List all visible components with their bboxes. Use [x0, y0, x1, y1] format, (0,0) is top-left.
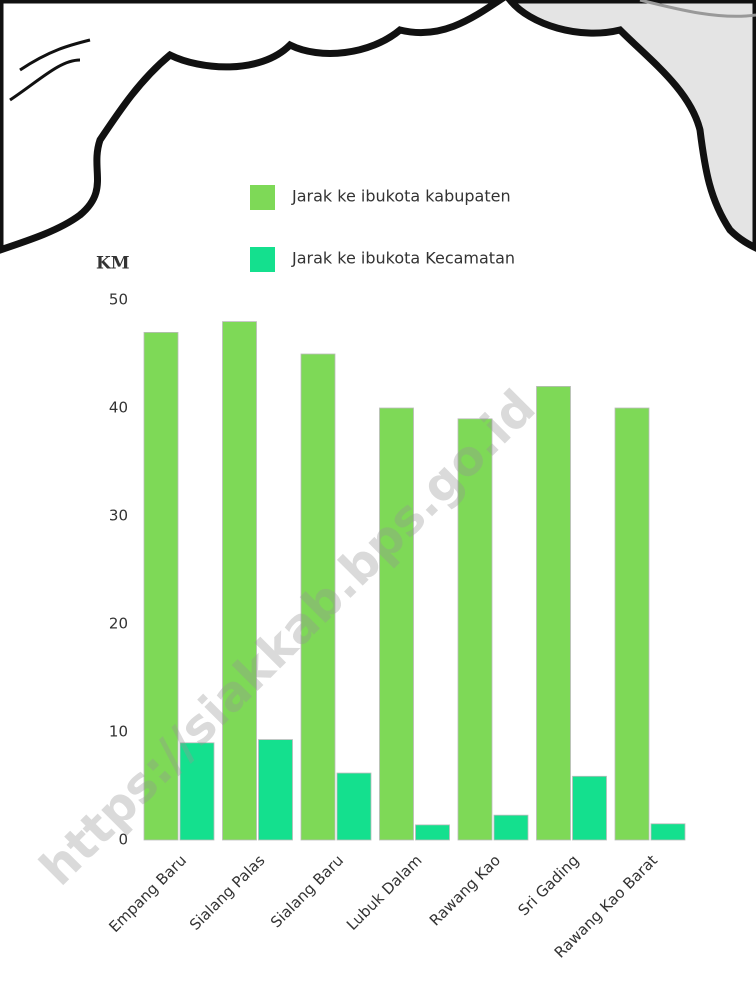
y-axis-label: KM [96, 254, 130, 274]
bar [223, 322, 257, 840]
bar [337, 773, 371, 840]
chart: KM 01020304050Jarak ke ibukota kabupaten… [0, 0, 756, 1000]
bar [494, 815, 528, 840]
x-tick-label: Sialang Baru [267, 851, 347, 931]
x-tick-label: Sialang Palas [186, 851, 269, 934]
y-tick-label: 30 [109, 507, 128, 525]
legend-swatch [250, 185, 275, 210]
y-tick-label: 50 [109, 291, 128, 309]
y-tick-label: 10 [109, 723, 128, 741]
x-tick-label: Rawang Kao [426, 851, 504, 929]
bar [380, 408, 414, 840]
cloud-decoration [0, 0, 756, 250]
legend-label: Jarak ke ibukota Kecamatan [291, 249, 515, 268]
bar [651, 824, 685, 840]
bar [537, 386, 571, 840]
bar [259, 740, 293, 840]
bar [573, 776, 607, 840]
legend-label: Jarak ke ibukota kabupaten [291, 187, 511, 206]
y-tick-label: 40 [109, 399, 128, 417]
x-tick-label: Lubuk Dalam [343, 851, 426, 934]
bar [416, 825, 450, 840]
y-tick-label: 20 [109, 615, 128, 633]
bar [615, 408, 649, 840]
legend-swatch [250, 247, 275, 272]
x-tick-label: Sri Gading [515, 851, 583, 919]
x-tick-label: Empang Baru [105, 851, 190, 936]
